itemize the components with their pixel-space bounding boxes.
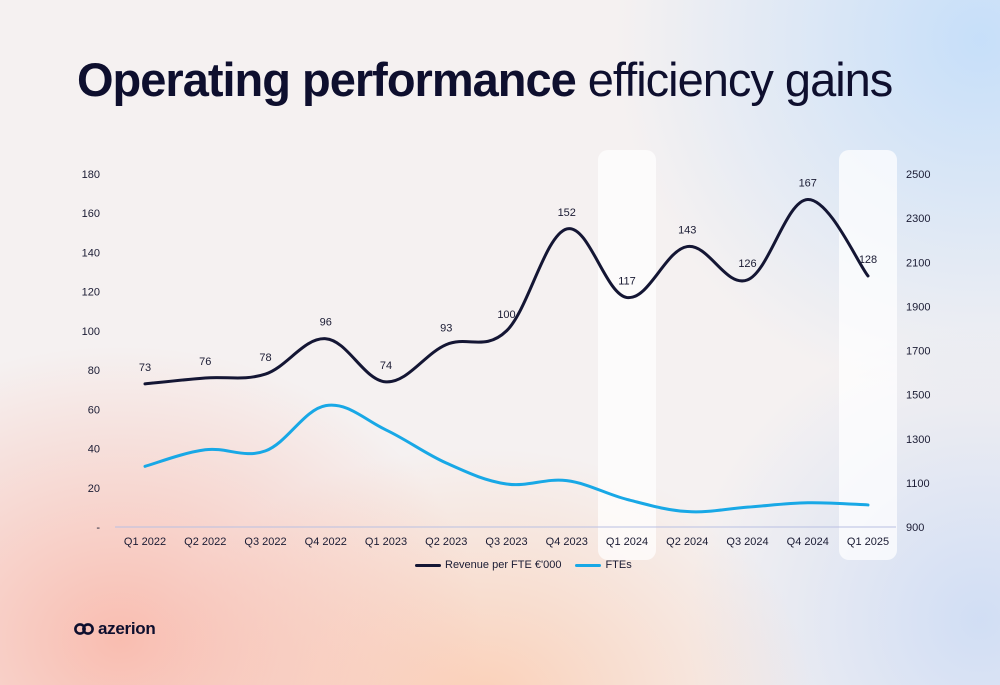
legend-label-revenue: Revenue per FTE €'000 <box>445 559 562 571</box>
x-tick-label: Q4 2024 <box>787 536 829 548</box>
data-label-revenue: 117 <box>618 276 636 288</box>
data-point-ftes <box>204 448 207 451</box>
data-point-revenue <box>806 198 809 201</box>
series-line-revenue <box>143 197 870 386</box>
x-tick-label: Q2 2024 <box>666 536 708 548</box>
brand-name: azerion <box>98 619 156 638</box>
data-point-ftes <box>445 462 448 465</box>
y-left-tick-label: 40 <box>88 444 100 456</box>
highlight-column-q1-2024 <box>598 150 656 560</box>
x-tick-label: Q4 2023 <box>546 536 588 548</box>
x-tick-label: Q3 2022 <box>244 536 286 548</box>
data-label-revenue: 100 <box>497 309 515 321</box>
data-point-ftes <box>746 506 749 509</box>
y-right-tick-label: 1700 <box>906 346 930 358</box>
data-point-ftes <box>626 498 629 501</box>
x-tick-label: Q2 2022 <box>184 536 226 548</box>
y-right-tick-label: 900 <box>906 522 924 534</box>
data-label-revenue: 167 <box>799 177 817 189</box>
y-right-tick-label: 1500 <box>906 390 930 402</box>
data-label-revenue: 143 <box>678 225 696 237</box>
data-point-ftes <box>686 510 689 513</box>
azerion-logo: azerion <box>74 619 156 639</box>
x-tick-label: Q1 2022 <box>124 536 166 548</box>
data-point-ftes <box>264 449 267 452</box>
y-left-tick-label: 80 <box>88 365 100 377</box>
legend-swatch-ftes <box>575 563 602 567</box>
data-point-revenue <box>565 227 568 230</box>
x-tick-label: Q1 2025 <box>847 536 889 548</box>
data-point-revenue <box>204 376 207 379</box>
data-point-ftes <box>806 501 809 504</box>
x-tick-label: Q1 2024 <box>606 536 648 548</box>
legend-item-ftes: FTEs <box>575 559 632 571</box>
y-right-tick-label: 2500 <box>906 169 930 181</box>
data-point-revenue <box>746 278 749 281</box>
x-tick-label: Q1 2023 <box>365 536 407 548</box>
y-left-tick-label: 160 <box>82 208 100 220</box>
y-left-tick-label: 140 <box>82 247 100 259</box>
y-left-tick-label: 60 <box>88 404 100 416</box>
data-point-revenue <box>385 380 388 383</box>
data-point-revenue <box>626 296 629 299</box>
title-bold: Operating performance <box>77 53 577 106</box>
data-label-revenue: 126 <box>738 258 756 270</box>
y-right-tick-label: 1900 <box>906 301 930 313</box>
data-label-revenue: 128 <box>859 254 877 266</box>
series-line-ftes <box>143 403 870 514</box>
y-left-tick-label: 120 <box>82 287 100 299</box>
y-left-tick-label: 20 <box>88 483 100 495</box>
title-light: efficiency gains <box>587 53 893 106</box>
y-right-tick-label: 1100 <box>906 478 930 490</box>
data-point-ftes <box>385 428 388 431</box>
data-label-revenue: 76 <box>199 356 211 368</box>
data-point-revenue <box>264 373 267 376</box>
data-point-revenue <box>324 337 327 340</box>
y-right-tick-label: 2300 <box>906 213 930 225</box>
y-left-tick-label: 180 <box>82 169 100 181</box>
legend-item-revenue: Revenue per FTE €'000 <box>415 559 561 571</box>
y-left-tick-label: 100 <box>82 326 100 338</box>
data-label-revenue: 73 <box>139 362 151 374</box>
x-tick-label: Q3 2024 <box>726 536 768 548</box>
x-tick-label: Q2 2023 <box>425 536 467 548</box>
data-label-revenue: 152 <box>558 207 576 219</box>
chart-legend: Revenue per FTE €'000 FTEs <box>415 559 632 571</box>
x-tick-label: Q3 2023 <box>485 536 527 548</box>
legend-swatch-revenue <box>415 563 441 567</box>
data-point-ftes <box>565 479 568 482</box>
data-point-ftes <box>324 404 327 407</box>
y-right-tick-label: 1300 <box>906 434 930 446</box>
data-point-revenue <box>144 382 147 385</box>
data-point-revenue <box>445 343 448 346</box>
data-label-revenue: 93 <box>440 323 452 335</box>
data-label-revenue: 74 <box>380 360 392 372</box>
data-label-revenue: 96 <box>320 317 332 329</box>
page-title: Operating performance efficiency gains <box>77 52 893 107</box>
data-point-ftes <box>867 503 870 506</box>
data-point-revenue <box>686 245 689 248</box>
y-left-tick-label: - <box>96 522 100 534</box>
data-point-revenue <box>867 274 870 277</box>
y-right-tick-label: 2100 <box>906 257 930 269</box>
data-label-revenue: 78 <box>259 352 271 364</box>
azerion-logo-icon <box>74 623 94 635</box>
data-point-ftes <box>144 465 147 468</box>
data-point-ftes <box>505 482 508 485</box>
data-point-revenue <box>505 329 508 332</box>
legend-label-ftes: FTEs <box>605 559 632 571</box>
highlight-column-q1-2025 <box>839 150 897 560</box>
x-tick-label: Q4 2022 <box>305 536 347 548</box>
